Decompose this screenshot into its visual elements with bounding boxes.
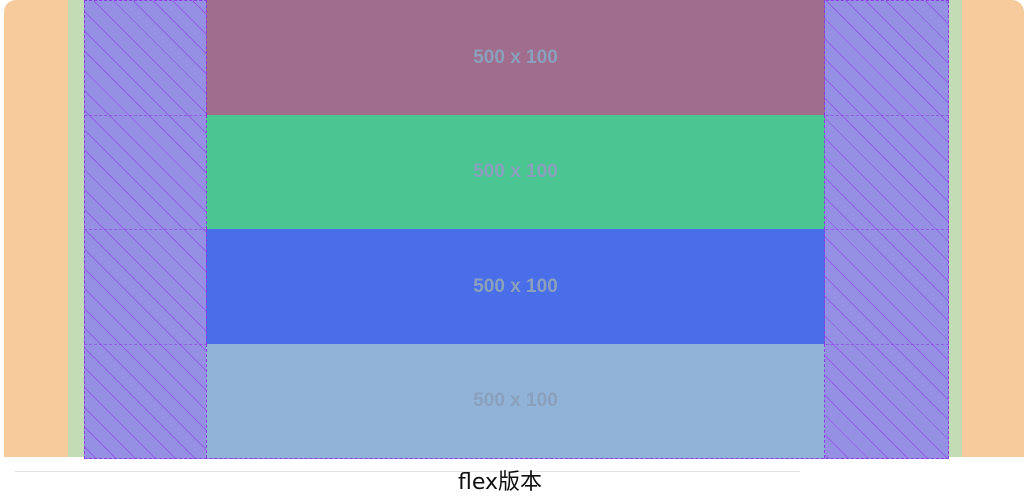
flex-item-4: 500 x 100 [206, 344, 825, 458]
flex-item-2: 500 x 100 [206, 115, 825, 229]
right-padding-band [948, 0, 962, 457]
item-label: 500 x 100 [473, 161, 558, 182]
divider [15, 471, 800, 472]
item-label: 500 x 100 [473, 46, 558, 68]
caption: flex版本 [457, 470, 543, 495]
item-label: 500 x 100 [473, 275, 558, 297]
flex-item-3: 500 x 100 [206, 229, 825, 344]
flex-item-1: 500 x 100 [206, 0, 825, 115]
item-label: 500 x 100 [473, 390, 558, 411]
left-padding-band [68, 0, 84, 457]
